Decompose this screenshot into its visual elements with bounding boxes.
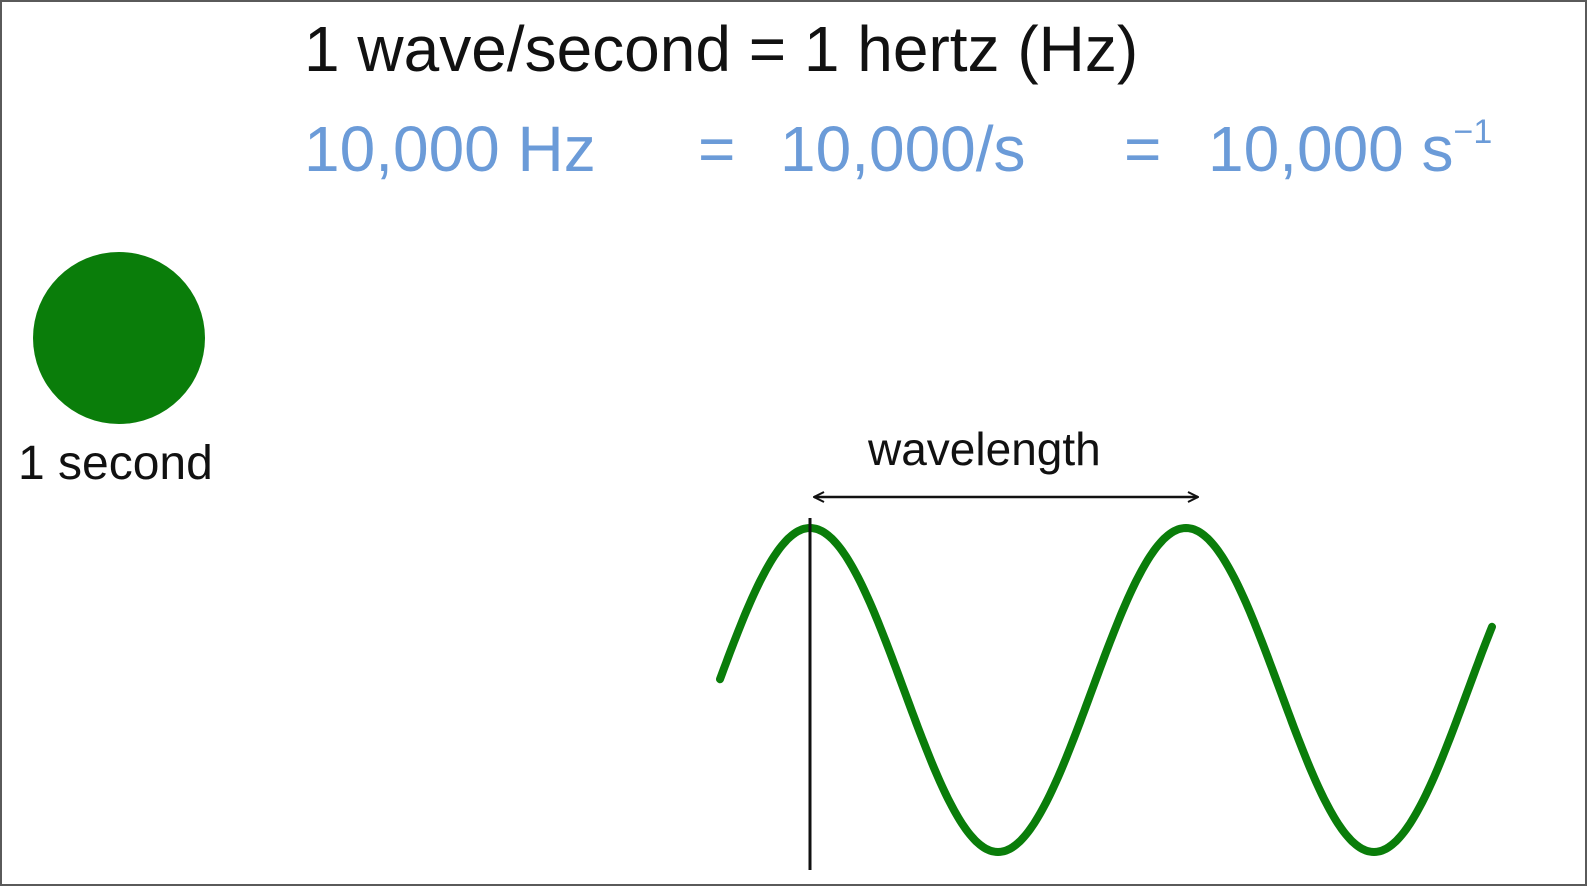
- equation-hz: 10,000 Hz: [304, 113, 596, 185]
- sine-wave: [716, 523, 1496, 857]
- equation-inverse-base: 10,000 s: [1208, 113, 1454, 185]
- equation-inverse-seconds: 10,000 s−1: [1208, 110, 1492, 188]
- equation-equals-2: =: [1124, 113, 1162, 185]
- timer-dot: [33, 252, 205, 424]
- timer-label: 1 second: [18, 437, 213, 490]
- equation-per-second: 10,000/s: [780, 113, 1026, 185]
- title: 1 wave/second = 1 hertz (Hz): [304, 13, 1139, 85]
- equation-inverse-exponent: −1: [1453, 113, 1493, 151]
- wavelength-label: wavelength: [868, 423, 1101, 475]
- equation-equals-1: =: [698, 113, 736, 185]
